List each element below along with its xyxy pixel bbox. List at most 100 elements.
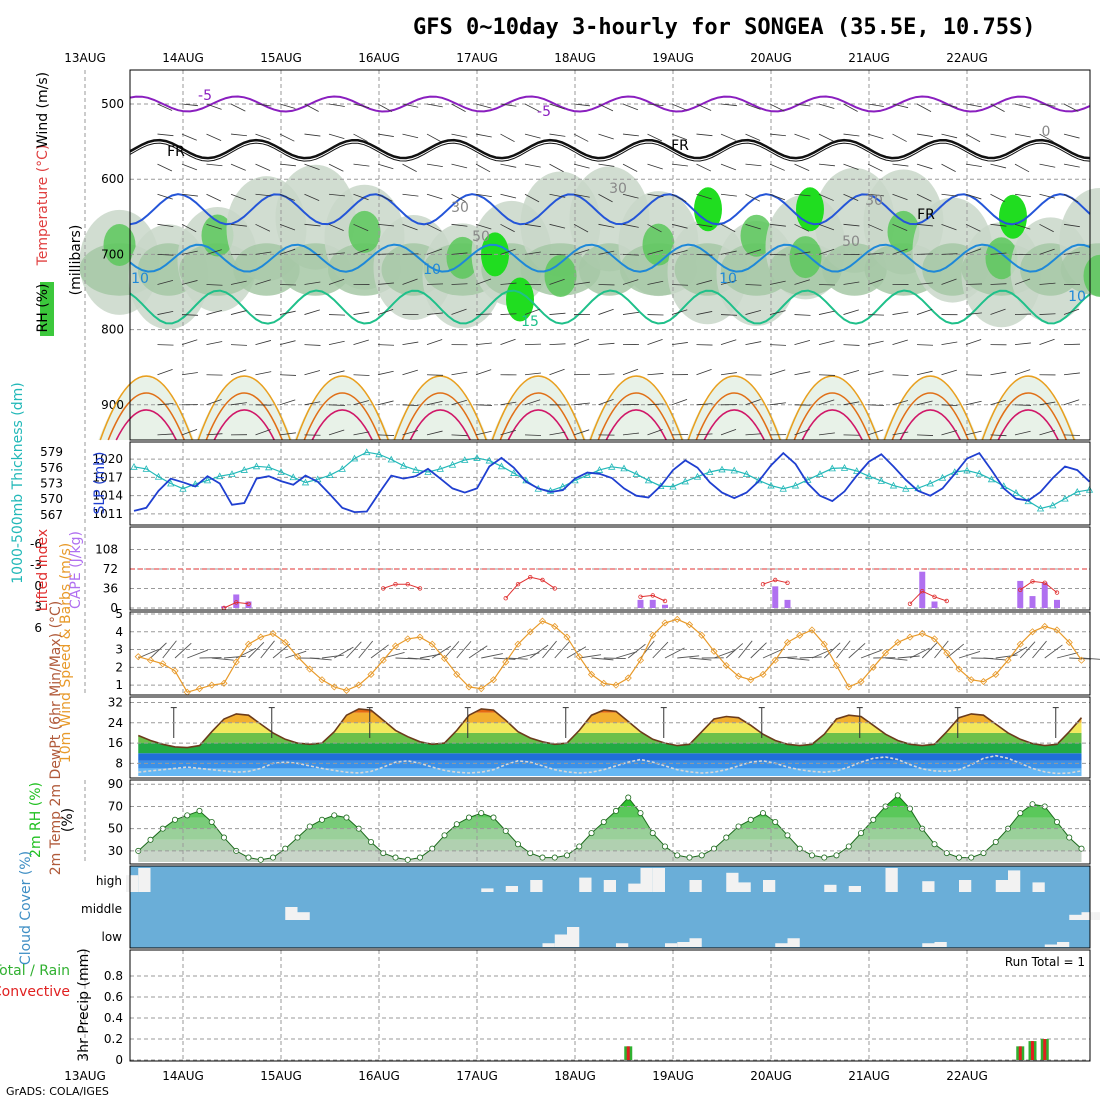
wind-barb xyxy=(745,309,762,315)
wind-barb xyxy=(505,657,528,660)
wind-barb xyxy=(769,254,787,256)
thickness-point xyxy=(252,462,261,470)
wind-barb xyxy=(255,133,271,140)
wind-barb xyxy=(843,281,860,285)
wind-speed-point xyxy=(134,653,142,661)
cloud-high-block xyxy=(885,868,898,892)
wind-barb xyxy=(402,193,419,197)
wind-barb xyxy=(573,133,589,142)
wind-barb xyxy=(671,249,688,255)
wind-barb xyxy=(965,163,982,167)
wind-barb xyxy=(818,248,835,255)
wind-barb xyxy=(916,193,932,202)
isotherm-warm xyxy=(801,409,863,441)
slp-frame xyxy=(129,441,1091,526)
wind-barb xyxy=(549,193,566,198)
upper-air-frame xyxy=(129,69,1091,441)
wind-barb xyxy=(843,193,859,201)
wind-barb xyxy=(524,193,540,203)
wind-speed-point xyxy=(918,629,926,638)
wind-barb xyxy=(255,429,271,436)
wind-speed-point xyxy=(428,640,436,648)
wind-barb xyxy=(206,223,222,230)
cloud-middle-block xyxy=(297,912,310,920)
contour-label: FR xyxy=(671,138,689,154)
wind-barb xyxy=(867,103,884,107)
slp-ytick-label: 1020 xyxy=(92,452,123,466)
cloud-high-block xyxy=(848,886,861,892)
wind-barb xyxy=(255,371,272,376)
precip-ytick-label: 0.8 xyxy=(104,969,123,983)
upper-air-ytick-label: 900 xyxy=(101,398,124,412)
wind-speed-point xyxy=(612,681,620,689)
wind-barb xyxy=(965,133,981,143)
cloud-row-label: high xyxy=(96,874,122,888)
wind-barb xyxy=(794,279,810,285)
precip-ytick-label: 0.4 xyxy=(104,1011,123,1025)
wind-barb xyxy=(990,252,1007,255)
wind-barb xyxy=(885,657,908,661)
thickness-point xyxy=(130,462,138,470)
wind-barb xyxy=(573,223,589,233)
wind-speed-point xyxy=(306,665,314,673)
wind-barb xyxy=(304,223,321,227)
wind-barb xyxy=(321,654,344,659)
wind-speed-point xyxy=(391,642,400,650)
wind-barb xyxy=(647,249,664,255)
wind-barb xyxy=(475,223,492,230)
cloud-high-block xyxy=(738,882,751,892)
wind-barb xyxy=(867,340,884,346)
wind-barb xyxy=(696,311,713,315)
wind-barb xyxy=(843,223,860,227)
wind-barb xyxy=(162,640,177,659)
isotherm-warm xyxy=(785,375,880,441)
wind-barb xyxy=(181,429,198,436)
wind-speed-point xyxy=(244,640,253,648)
wind-barb xyxy=(836,640,851,659)
cloud-high-block xyxy=(922,881,935,892)
wind-barb xyxy=(426,400,443,406)
wind-barb xyxy=(475,404,493,406)
wind-barb xyxy=(549,103,565,110)
wind-barb xyxy=(941,341,958,346)
wind-barb xyxy=(794,133,810,140)
rh-point xyxy=(821,854,828,861)
isotherm-warm xyxy=(295,375,390,441)
cape-bar xyxy=(245,601,252,608)
wind-barb xyxy=(769,280,786,285)
wind-speed-point xyxy=(624,674,632,682)
wind-barb xyxy=(554,641,570,659)
cloud-low-block xyxy=(665,943,678,947)
precip-convective-bar xyxy=(626,1046,630,1060)
rh-point xyxy=(1017,810,1024,817)
wind-background xyxy=(130,612,1090,695)
wind-barb xyxy=(353,193,369,201)
cloud-low-block xyxy=(922,943,935,947)
rh-colorbar xyxy=(40,282,54,336)
wind-barb xyxy=(451,103,466,112)
wind-barb xyxy=(1039,103,1056,107)
wind-speed-point xyxy=(649,631,657,639)
wind-barb xyxy=(304,103,319,112)
wind-barb xyxy=(769,310,786,315)
wind-barb xyxy=(402,103,419,108)
upper-air-ytick-label: 700 xyxy=(101,247,124,261)
contour-label: FR xyxy=(167,144,185,160)
isotherm-warm xyxy=(981,375,1076,441)
wind-barb xyxy=(402,223,418,231)
wind-barb xyxy=(745,223,761,230)
thickness-point xyxy=(277,468,285,475)
isotherm-line xyxy=(129,95,1091,113)
wind-barb xyxy=(304,309,320,315)
isotherm-warm xyxy=(605,409,667,441)
temperature-ylabel: 2m Temp 2m DewPt (6hr Min/Max) (°C) xyxy=(48,601,64,876)
thickness-point xyxy=(338,465,346,472)
wind-barb xyxy=(647,280,664,285)
cape-ytick-label: 72 xyxy=(103,562,118,576)
wind-barb xyxy=(622,163,638,172)
wind-barb xyxy=(892,374,909,376)
rh-point xyxy=(588,830,595,837)
wind-barb xyxy=(402,430,419,436)
rh-point xyxy=(858,830,865,837)
wind-barb xyxy=(818,432,835,436)
